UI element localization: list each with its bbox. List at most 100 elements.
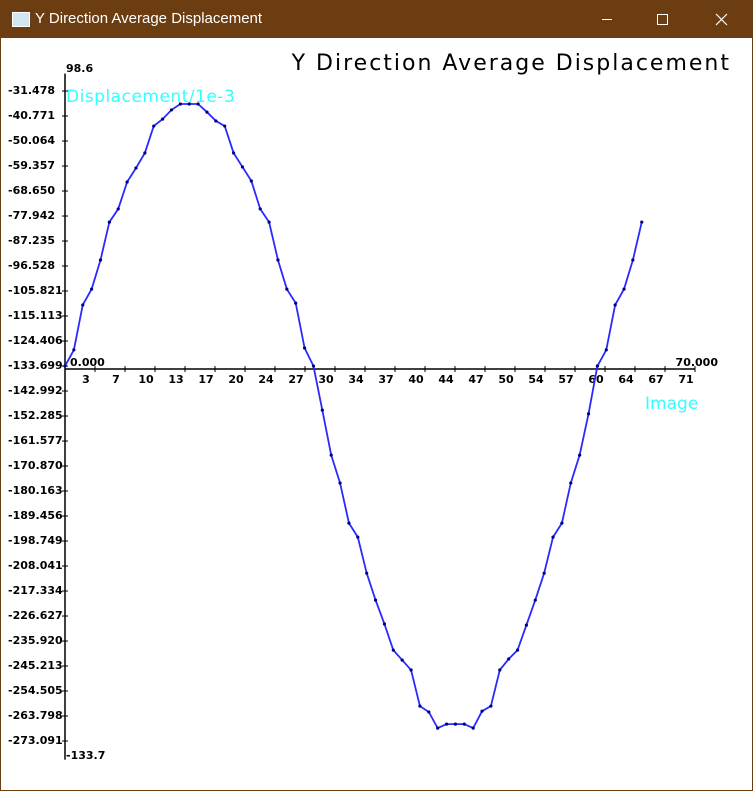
y-tick-label: -77.942 <box>8 209 55 222</box>
data-point <box>533 598 537 602</box>
data-point <box>143 151 147 155</box>
x-axis-label: Image <box>645 394 698 414</box>
x-tick-label: 54 <box>528 373 544 386</box>
y-tick-label: -263.798 <box>8 709 63 722</box>
data-point <box>471 726 475 730</box>
y-tick-label: -161.577 <box>8 434 63 447</box>
x-tick-label: 27 <box>288 373 303 386</box>
data-point <box>116 207 120 211</box>
data-point <box>400 658 404 662</box>
data-point <box>480 709 484 713</box>
data-point <box>231 151 236 155</box>
data-point <box>63 364 67 368</box>
data-point <box>125 180 129 184</box>
data-point <box>267 220 271 224</box>
chart-title: Y Direction Average Displacement <box>291 51 731 76</box>
y-tick-label: -198.749 <box>8 534 63 547</box>
x-tick-label: 37 <box>378 373 393 386</box>
data-point <box>444 722 449 726</box>
data-point <box>285 287 289 291</box>
minimize-button[interactable] <box>584 0 630 38</box>
data-point <box>196 102 200 106</box>
x-tick-label: 7 <box>112 373 120 386</box>
data-point <box>551 535 555 539</box>
x-tick-label: 57 <box>558 373 573 386</box>
data-point <box>72 348 76 352</box>
x-tick-label: 34 <box>348 373 364 386</box>
x-tick-label: 30 <box>318 373 334 386</box>
x-tick-label: 20 <box>228 373 244 386</box>
data-point <box>578 453 582 457</box>
data-point <box>418 704 422 708</box>
y-tick-label: -59.357 <box>8 159 55 172</box>
data-point <box>613 303 617 307</box>
data-point <box>320 408 324 412</box>
y-tick-label: -133.699 <box>8 359 63 372</box>
data-point <box>631 258 635 262</box>
data-point <box>373 598 378 602</box>
data-point <box>515 648 520 652</box>
data-point <box>338 481 342 485</box>
x-tick-label: 13 <box>168 373 183 386</box>
data-point <box>249 179 253 183</box>
x-tick-label: 3 <box>82 373 90 386</box>
y-tick-label: -180.163 <box>8 484 63 497</box>
y-max-label: 98.6 <box>66 62 93 75</box>
y-tick-label: -124.406 <box>8 334 63 347</box>
y-tick-label: -235.920 <box>8 634 63 647</box>
data-point <box>187 102 191 106</box>
data-point <box>81 303 85 307</box>
data-point <box>409 668 413 672</box>
y-tick-label: -245.213 <box>8 659 63 672</box>
y-tick-label: -50.064 <box>8 134 55 147</box>
data-point <box>604 348 608 352</box>
y-tick-label: -189.456 <box>8 509 63 522</box>
y-tick-label: -40.771 <box>8 109 55 122</box>
data-point <box>134 166 138 170</box>
x-tick-label: 10 <box>138 373 154 386</box>
y-tick-label: -142.992 <box>8 384 63 397</box>
data-point <box>427 710 431 714</box>
data-point <box>569 481 573 485</box>
x-end-label: 70.000 <box>676 356 719 369</box>
x-tick-label: 60 <box>588 373 604 386</box>
data-point <box>311 364 316 368</box>
y-tick-label: -105.821 <box>8 284 63 297</box>
x-tick-label: 24 <box>258 373 274 386</box>
data-point <box>347 521 351 525</box>
maximize-button[interactable] <box>639 0 685 38</box>
data-point <box>365 571 369 575</box>
data-point <box>595 364 599 368</box>
data-point <box>622 287 626 291</box>
data-point <box>223 124 227 128</box>
data-point <box>462 722 466 726</box>
data-point <box>453 722 458 726</box>
title-bar: Y Direction Average Displacement <box>0 0 753 38</box>
app-icon <box>12 12 30 27</box>
data-point <box>524 623 529 627</box>
data-point <box>542 571 546 575</box>
data-point <box>240 165 245 169</box>
data-point <box>161 117 165 121</box>
x-tick-label: 47 <box>468 373 483 386</box>
data-point <box>169 108 174 112</box>
data-point <box>640 220 644 224</box>
data-point <box>276 258 280 262</box>
y-tick-label: -273.091 <box>8 734 63 747</box>
y-tick-label: -115.113 <box>8 309 63 322</box>
close-button[interactable] <box>698 0 744 38</box>
data-point <box>391 648 395 652</box>
window-title: Y Direction Average Displacement <box>35 10 263 27</box>
y-tick-label: -226.627 <box>8 609 63 622</box>
x-tick-label: 44 <box>438 373 454 386</box>
data-point <box>356 535 360 539</box>
data-point <box>107 220 111 224</box>
data-point <box>90 287 94 291</box>
y-tick-label: -254.505 <box>8 684 63 697</box>
y-tick-label: -68.650 <box>8 184 55 197</box>
data-point <box>302 346 307 350</box>
x-tick-label: 67 <box>648 373 663 386</box>
y-tick-label: -208.041 <box>8 559 63 572</box>
